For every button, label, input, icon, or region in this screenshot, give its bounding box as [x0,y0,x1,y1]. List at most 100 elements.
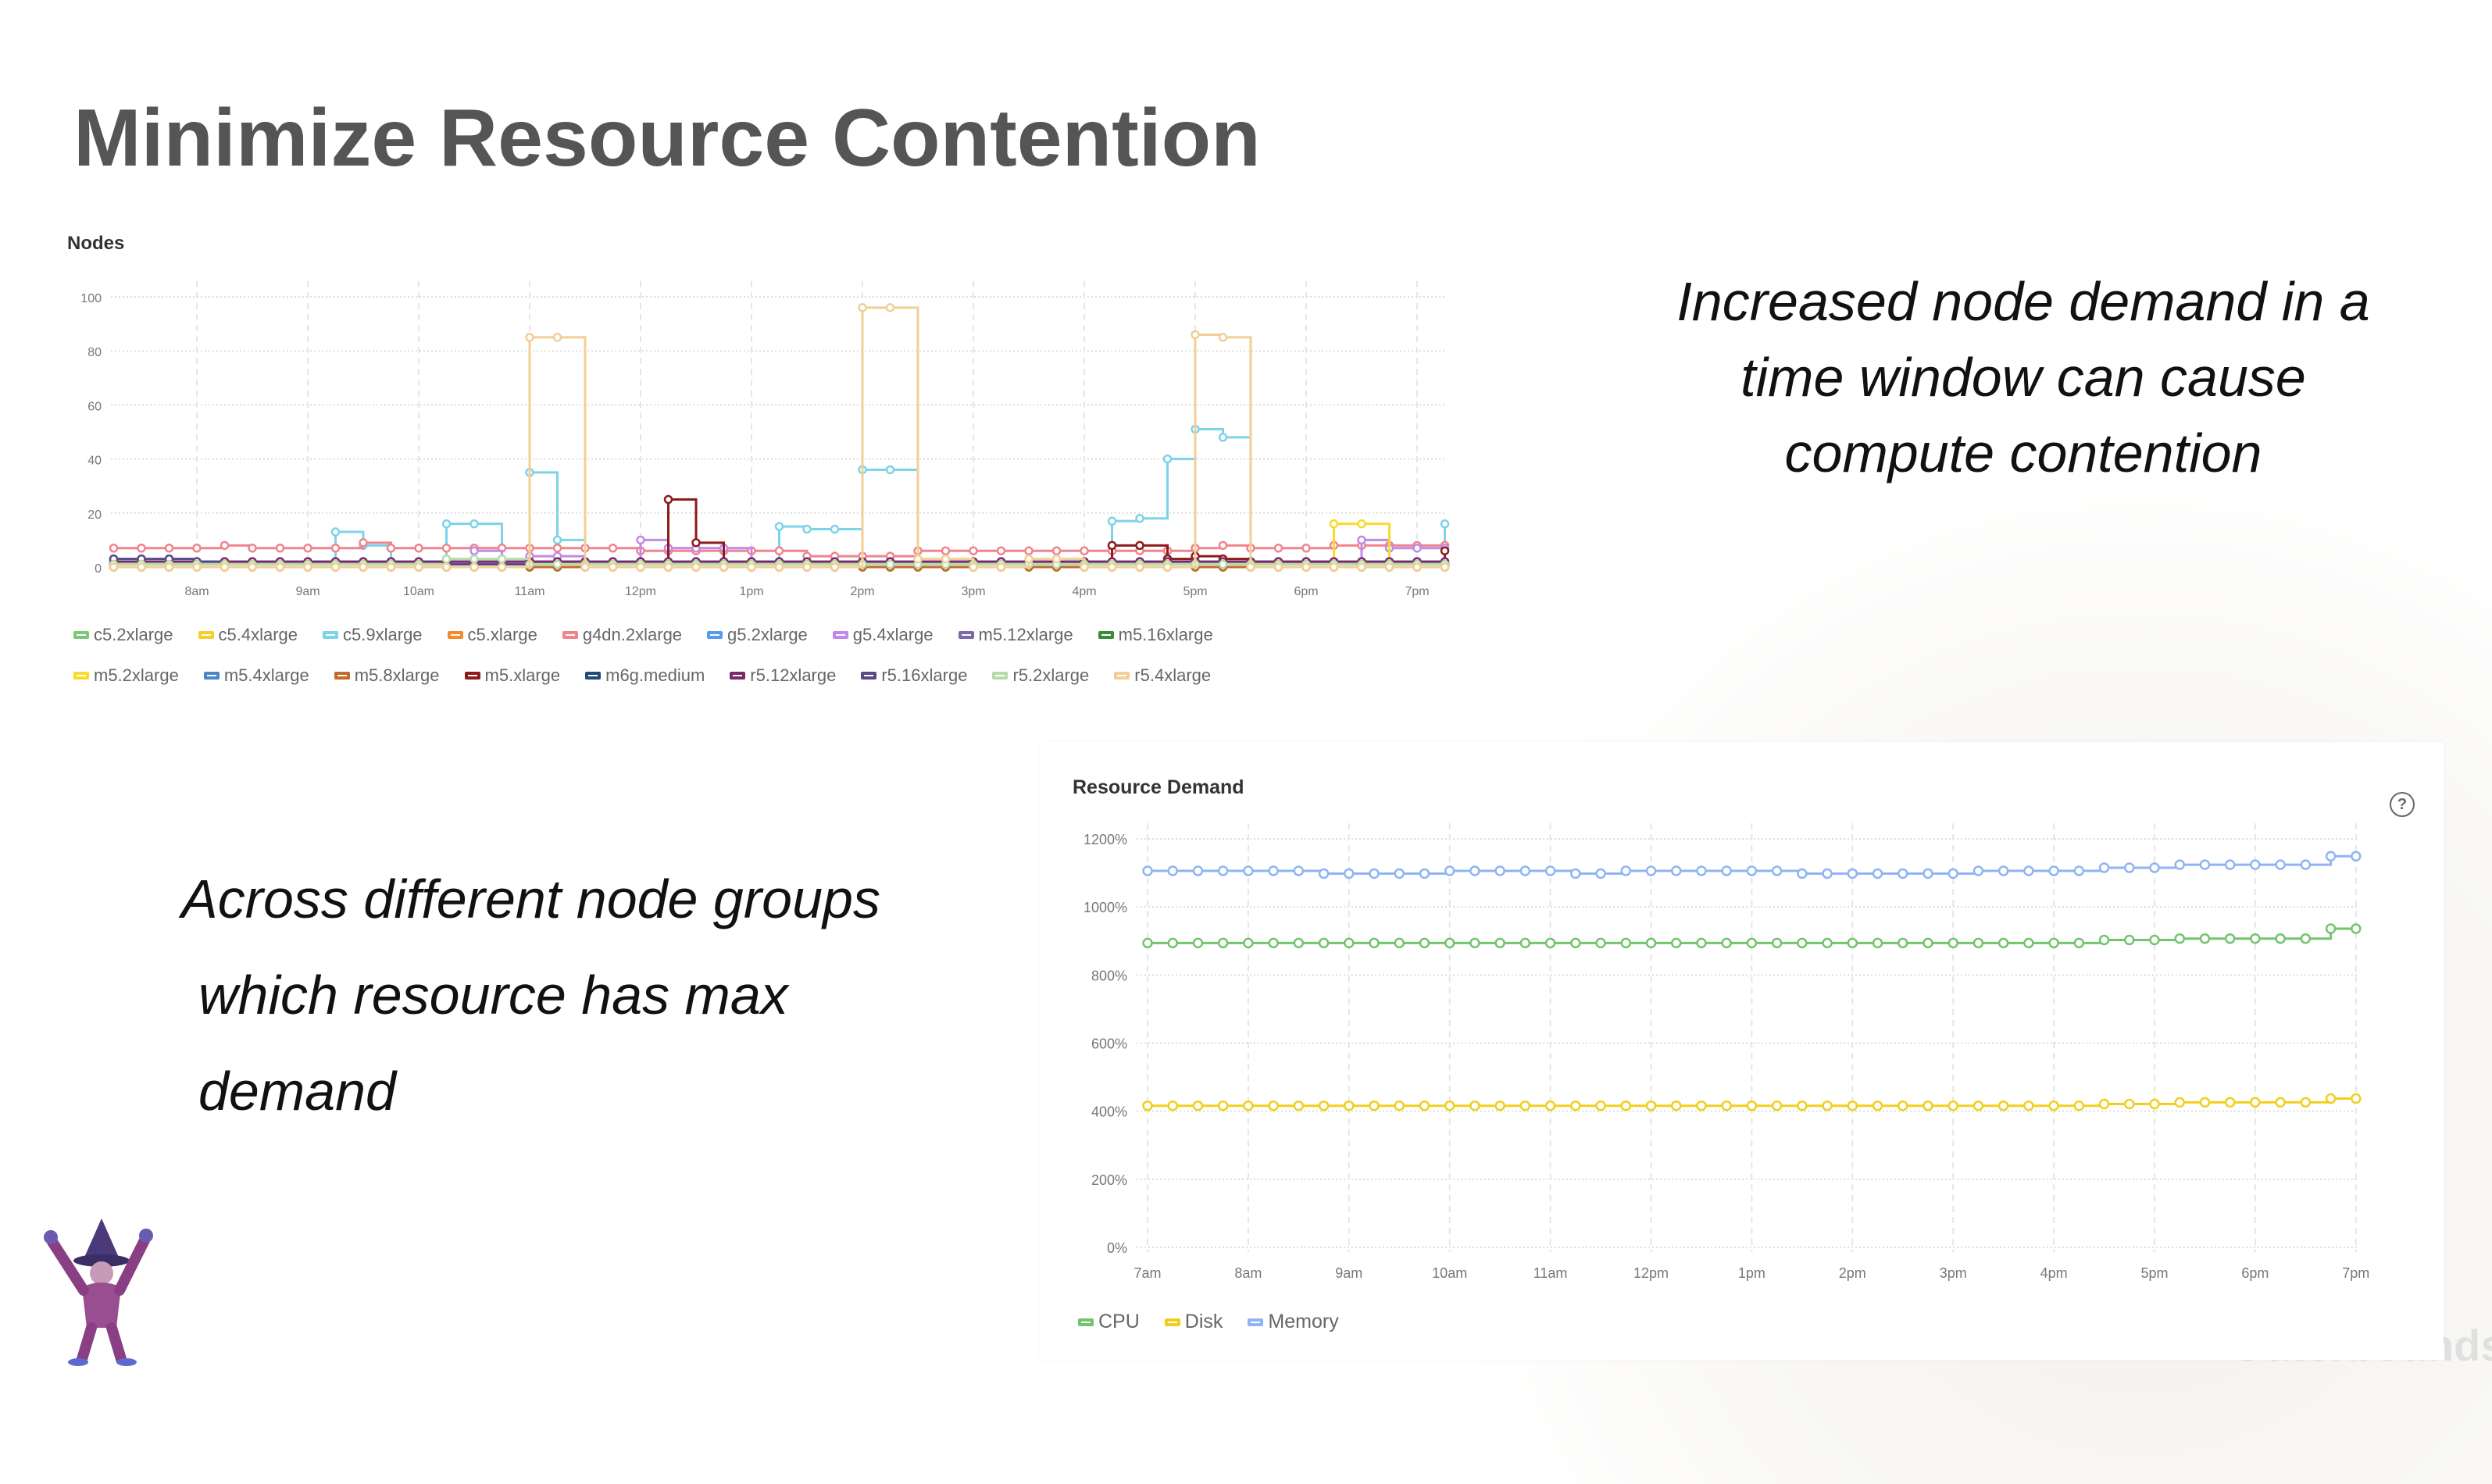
data-point-Disk [1898,1100,1908,1111]
legend-item-r5.16xlarge[interactable]: r5.16xlarge [861,665,967,686]
data-point-Memory [1394,868,1405,879]
legend-swatch [730,672,746,680]
data-point-c5.9xlarge [830,524,840,534]
x-tick-label: 6pm [2241,1265,2269,1281]
data-point-Disk [1670,1100,1682,1111]
data-point-r5.4xlarge [1384,562,1394,572]
legend-item-c5.9xlarge[interactable]: c5.9xlarge [323,625,423,645]
x-tick-label: 7pm [2342,1265,2369,1281]
data-point-CPU [1519,937,1531,949]
x-tick-label: 6pm [1294,585,1318,598]
legend-item-m5.8xlarge[interactable]: m5.8xlarge [334,665,440,686]
legend-label: c5.xlarge [467,625,537,644]
data-point-g5.4xlarge [1357,535,1366,545]
legend-item-m5.16xlarge[interactable]: m5.16xlarge [1098,625,1213,645]
data-point-CPU [1369,937,1380,949]
data-point-CPU [1670,937,1682,949]
data-point-CPU [2250,933,2261,944]
legend-item-r5.12xlarge[interactable]: r5.12xlarge [730,665,836,686]
data-point-g4dn.2xlarge [774,546,784,555]
data-point-r5.4xlarge [885,303,895,312]
data-point-CPU [1293,937,1305,949]
data-point-Disk [1494,1100,1505,1111]
data-point-g4dn.2xlarge [552,544,562,553]
data-point-Memory [1544,865,1556,876]
data-point-Memory [2174,859,2185,870]
data-point-Memory [1444,865,1455,876]
legend-label: c5.2xlarge [94,625,173,644]
legend-item-g4dn.2xlarge[interactable]: g4dn.2xlarge [562,625,682,645]
data-point-r5.4xlarge [248,562,257,572]
legend-label: Disk [1184,1311,1223,1332]
x-tick-label: 5pm [1183,585,1207,598]
resource-legend: CPU Disk Memory [1078,1311,1364,1333]
legend-item-g5.4xlarge[interactable]: g5.4xlarge [832,625,934,645]
data-point-r5.4xlarge [1135,562,1144,572]
data-point-r5.4xlarge [1301,562,1311,572]
data-point-CPU [1696,937,1707,949]
data-point-m5.xlarge [1135,540,1144,551]
data-point-g4dn.2xlarge [608,544,618,553]
legend-item-Disk[interactable]: Disk [1164,1311,1223,1333]
data-point-r5.4xlarge [525,333,534,342]
data-point-r5.4xlarge [580,562,590,572]
data-point-c5.9xlarge [1218,433,1228,442]
legend-label: c5.9xlarge [343,625,423,644]
legend-swatch [447,631,463,639]
legend-item-m5.xlarge[interactable]: m5.xlarge [464,665,560,686]
data-point-Disk [1318,1100,1330,1111]
data-point-CPU [1419,937,1430,949]
left-caption: Across different node groups which resou… [181,851,880,1140]
data-point-Disk [2224,1097,2236,1108]
data-point-CPU [1268,937,1279,949]
data-point-r5.4xlarge [1357,562,1366,572]
legend-item-Memory[interactable]: Memory [1248,1311,1339,1333]
data-point-Memory [2124,862,2135,873]
legend-item-m5.2xlarge[interactable]: m5.2xlarge [73,665,179,686]
legend-item-m6g.medium[interactable]: m6g.medium [585,665,705,686]
data-point-CPU [1998,937,2009,949]
legend-item-c5.4xlarge[interactable]: c5.4xlarge [198,625,298,645]
legend-item-CPU[interactable]: CPU [1078,1311,1140,1333]
data-point-c5.9xlarge [1440,519,1450,529]
data-point-CPU [1797,937,1808,949]
x-tick-label: 4pm [2040,1265,2068,1281]
data-point-r5.4xlarge [691,562,701,572]
caption-line: demand [198,1061,396,1122]
legend-item-r5.2xlarge[interactable]: r5.2xlarge [992,665,1089,686]
legend-item-m5.12xlarge[interactable]: m5.12xlarge [958,625,1073,645]
data-point-c5.9xlarge [330,527,341,537]
y-tick-label: 800% [1091,968,1127,983]
legend-swatch [832,631,848,639]
legend-item-g5.2xlarge[interactable]: g5.2xlarge [707,625,808,645]
legend-item-r5.4xlarge[interactable]: r5.4xlarge [1114,665,1211,686]
data-point-CPU [1923,937,1933,949]
nodes-chart: 0 20 40 60 80 100 8am 9am 10am 11am 12pm 1pm 2pm 3pm 4… [80,281,1450,598]
legend-swatch [323,631,339,639]
legend-item-c5.2xlarge[interactable]: c5.2xlarge [73,625,173,645]
data-point-Memory [1847,868,1858,879]
data-point-Disk [2275,1097,2286,1108]
legend-item-c5.xlarge[interactable]: c5.xlarge [447,625,537,645]
data-point-c5.9xlarge [1107,516,1117,526]
legend-item-m5.4xlarge[interactable]: m5.4xlarge [203,665,309,686]
data-point-r5.2xlarge [552,559,562,569]
legend-label: r5.4xlarge [1134,665,1212,685]
data-point-r5.4xlarge [1273,562,1283,572]
series-line-Memory [1148,854,2356,875]
data-point-Disk [2250,1097,2261,1108]
data-point-g4dn.2xlarge [248,544,257,553]
data-point-r5.4xlarge [109,562,119,572]
data-point-Memory [1192,865,1204,876]
data-point-g4dn.2xlarge [386,544,396,553]
data-point-CPU [1645,937,1657,949]
data-point-Memory [1998,865,2009,876]
data-point-Memory [2149,862,2160,873]
help-icon[interactable]: ? [2390,792,2415,817]
data-point-Disk [1344,1100,1355,1111]
data-point-CPU [1847,937,1858,949]
legend-swatch [992,672,1009,680]
x-tick-label: 10am [403,585,434,598]
nodes-legend-row-2: m5.2xlarge m5.4xlarge m5.8xlarge m5.xlarge m… [73,665,1236,686]
data-point-r5.4xlarge [552,333,562,342]
